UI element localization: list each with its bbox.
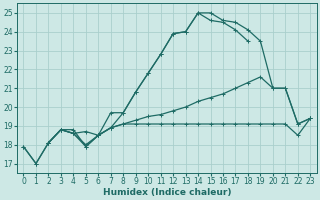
X-axis label: Humidex (Indice chaleur): Humidex (Indice chaleur) [103, 188, 231, 197]
